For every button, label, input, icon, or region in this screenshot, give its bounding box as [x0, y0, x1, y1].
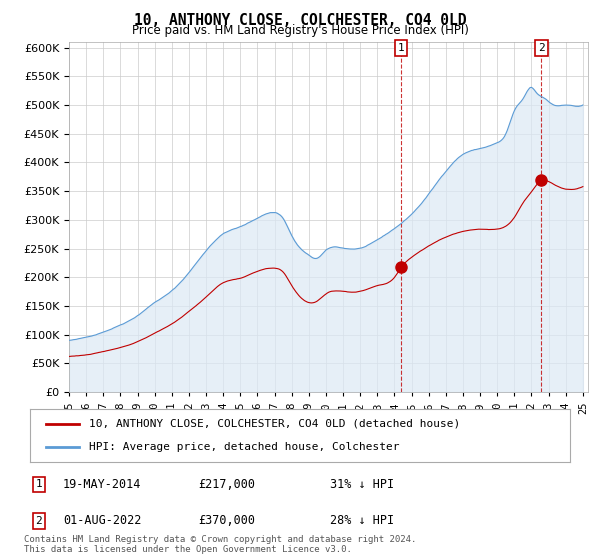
Text: Contains HM Land Registry data © Crown copyright and database right 2024.
This d: Contains HM Land Registry data © Crown c…	[24, 535, 416, 554]
Text: £370,000: £370,000	[198, 514, 255, 528]
Text: 31% ↓ HPI: 31% ↓ HPI	[330, 478, 394, 491]
Text: 1: 1	[398, 43, 404, 53]
Text: HPI: Average price, detached house, Colchester: HPI: Average price, detached house, Colc…	[89, 442, 400, 452]
Text: 2: 2	[35, 516, 43, 526]
Text: 2: 2	[538, 43, 545, 53]
Text: 10, ANTHONY CLOSE, COLCHESTER, CO4 0LD: 10, ANTHONY CLOSE, COLCHESTER, CO4 0LD	[134, 13, 466, 28]
Text: 10, ANTHONY CLOSE, COLCHESTER, CO4 0LD (detached house): 10, ANTHONY CLOSE, COLCHESTER, CO4 0LD (…	[89, 419, 461, 429]
Text: Price paid vs. HM Land Registry's House Price Index (HPI): Price paid vs. HM Land Registry's House …	[131, 24, 469, 36]
Text: 19-MAY-2014: 19-MAY-2014	[63, 478, 142, 491]
Text: 1: 1	[35, 479, 43, 489]
Text: 01-AUG-2022: 01-AUG-2022	[63, 514, 142, 528]
Text: 28% ↓ HPI: 28% ↓ HPI	[330, 514, 394, 528]
Text: £217,000: £217,000	[198, 478, 255, 491]
